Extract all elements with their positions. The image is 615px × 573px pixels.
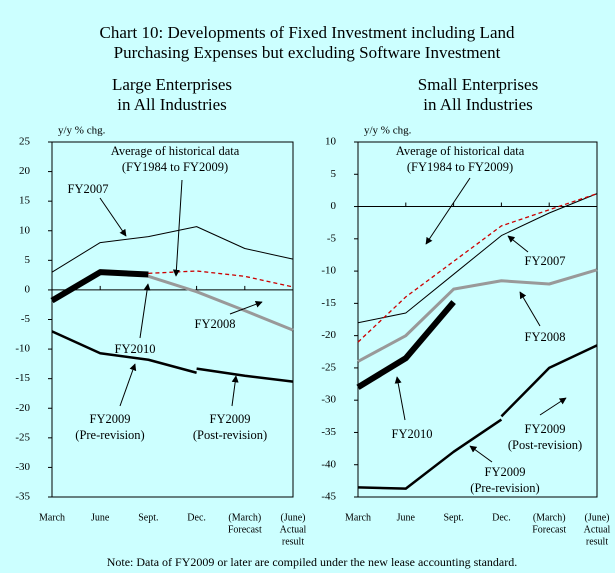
y-tick-label: -20: [15, 402, 30, 414]
annotation: (FY1984 to FY2009): [122, 160, 228, 174]
annotation-arrow: [229, 300, 263, 315]
y-tick-label: -40: [321, 458, 336, 470]
annotation: FY2008: [195, 317, 236, 331]
y-tick-label: 0: [25, 283, 31, 295]
x-tick-label: (March): [533, 512, 566, 523]
panel-title: in All Industries: [117, 95, 227, 114]
x-tick-label: (June): [585, 512, 610, 523]
panel-title: Large Enterprises: [112, 75, 232, 94]
annotation-arrow: [394, 376, 406, 421]
y-tick-label: 15: [19, 195, 31, 207]
panel-title: in All Industries: [423, 95, 533, 114]
y-tick-label: -25: [321, 361, 336, 373]
annotation-arrow: [139, 283, 151, 339]
y-tick-label: -30: [321, 394, 336, 406]
y-tick-label: -5: [327, 232, 337, 244]
y-tick-label: 5: [25, 254, 31, 266]
line-series: [356, 300, 456, 390]
annotation: FY2007: [68, 182, 109, 196]
annotation: FY2009: [525, 422, 566, 436]
annotation-arrow: [172, 179, 183, 277]
y-tick-label: -45: [321, 491, 336, 503]
line-series: [51, 226, 294, 273]
annotation: (Post-revision): [508, 438, 582, 452]
y-tick-label: -15: [321, 297, 336, 309]
x-tick-label: result: [282, 536, 304, 547]
annotation: Average of historical data: [396, 144, 525, 158]
x-tick-label: Actual: [280, 524, 307, 535]
annotation: FY2009: [90, 412, 131, 426]
line-series: [148, 270, 294, 288]
annotation: FY2007: [525, 254, 566, 268]
annotation: FY2009: [485, 465, 526, 479]
annotation: FY2008: [525, 330, 566, 344]
annotation: FY2010: [115, 342, 156, 356]
line-series: [51, 330, 197, 374]
annotation-arrow: [119, 363, 137, 407]
y-tick-label: -25: [15, 431, 30, 443]
annotation-arrow: [99, 197, 127, 237]
x-tick-label: Dec.: [492, 512, 511, 523]
x-tick-label: result: [586, 536, 608, 547]
y-tick-label: -5: [21, 313, 31, 325]
line-series: [147, 274, 294, 332]
x-tick-label: March: [345, 512, 371, 523]
line-series: [50, 269, 149, 304]
x-tick-label: March: [39, 512, 65, 523]
x-tick-label: Sept.: [443, 512, 463, 523]
line-series: [357, 193, 598, 324]
line-series: [357, 268, 598, 363]
line-series: [500, 344, 598, 418]
y-tick-label: -30: [15, 461, 30, 473]
annotation-arrow: [507, 235, 529, 253]
annotation: (Post-revision): [193, 428, 267, 442]
x-tick-label: June: [91, 512, 110, 523]
annotation-arrow: [425, 177, 471, 245]
annotation: Average of historical data: [111, 144, 240, 158]
y-tick-label: 0: [331, 200, 337, 212]
x-tick-label: Forecast: [228, 524, 262, 535]
y-tick-label: 25: [19, 136, 31, 148]
y-tick-label: -15: [15, 372, 30, 384]
annotation: (FY1984 to FY2009): [407, 160, 513, 174]
line-series: [196, 367, 294, 383]
line-series: [357, 418, 503, 490]
y-tick-label: 5: [331, 168, 337, 180]
y-tick-label: 10: [19, 224, 31, 236]
y-tick-label: -35: [15, 491, 30, 503]
note: Note: Data of FY2009 or later are compil…: [107, 555, 518, 569]
x-tick-label: Sept.: [138, 512, 158, 523]
y-tick-label: 20: [19, 165, 31, 177]
x-tick-label: Forecast: [532, 524, 566, 535]
annotation: (Pre-revision): [470, 481, 539, 495]
y-axis-label: y/y % chg.: [364, 125, 412, 137]
x-tick-label: (March): [228, 512, 261, 523]
y-tick-label: -35: [321, 426, 336, 438]
x-tick-label: Dec.: [187, 512, 206, 523]
annotation-arrow: [519, 291, 541, 327]
y-tick-label: 10: [325, 136, 337, 148]
annotation: FY2010: [392, 427, 433, 441]
line-series: [357, 193, 598, 343]
y-tick-label: -10: [15, 343, 30, 355]
annotation: (Pre-revision): [75, 428, 144, 442]
annotation: FY2009: [210, 412, 251, 426]
y-axis-label: y/y % chg.: [58, 125, 106, 137]
chart-title: Purchasing Expenses but excluding Softwa…: [114, 43, 501, 62]
x-tick-label: (June): [281, 512, 306, 523]
y-tick-label: -20: [321, 329, 336, 341]
annotation-arrow: [469, 445, 493, 463]
chart-title: Chart 10: Developments of Fixed Investme…: [99, 23, 515, 42]
x-tick-label: June: [397, 512, 416, 523]
annotation-arrow: [539, 397, 567, 416]
annotation-arrow: [231, 375, 239, 407]
x-tick-label: Actual: [584, 524, 611, 535]
plot-frame: [357, 141, 598, 498]
y-tick-label: -10: [321, 265, 336, 277]
panel-title: Small Enterprises: [418, 75, 538, 94]
